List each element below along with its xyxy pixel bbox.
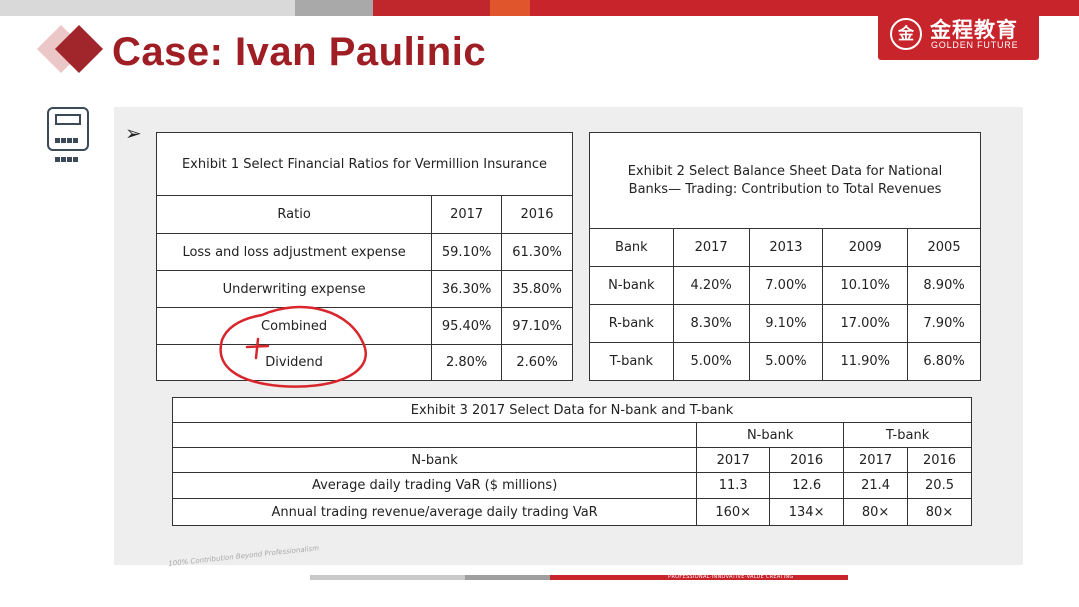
table-cell: 21.4: [843, 472, 909, 499]
table-header: 2016: [769, 447, 845, 473]
table-cell: Underwriting expense: [155, 270, 433, 308]
table-cell: Combined: [155, 307, 433, 345]
golden-future-logo: 金 金程教育 GOLDEN FUTURE: [878, 10, 1039, 60]
table-row: T-bank 5.00% 5.00% 11.90% 6.80%: [589, 342, 981, 381]
table-header: N-bank: [696, 422, 845, 448]
table-cell: 36.30%: [431, 270, 503, 308]
table-cell: 134×: [769, 498, 845, 526]
table-cell: 61.30%: [501, 233, 573, 271]
table-cell: 11.3: [696, 472, 771, 499]
table-cell: 4.20%: [672, 266, 750, 305]
table-header: 2013: [748, 228, 824, 267]
footer-color-bar: [310, 575, 848, 580]
table-row: Underwriting expense 36.30% 35.80%: [155, 270, 573, 308]
table-cell: 5.00%: [748, 342, 824, 381]
footer-tagline: PROFESSIONAL·INNOVATIVE·VALUE CREATING: [668, 574, 794, 580]
table-header: Ratio: [155, 195, 433, 234]
table-cell: 5.00%: [672, 342, 750, 381]
exhibit-1-caption: Exhibit 1 Select Financial Ratios for Ve…: [156, 132, 573, 196]
exhibit-1-table: Exhibit 1 Select Financial Ratios for Ve…: [155, 132, 573, 381]
exhibit-2-table: Exhibit 2 Select Balance Sheet Data for …: [589, 132, 981, 381]
table-cell: 7.00%: [748, 266, 824, 305]
table-cell: Loss and loss adjustment expense: [155, 233, 433, 271]
table-cell: 17.00%: [822, 304, 909, 343]
table-row: Dividend 2.80% 2.60%: [155, 344, 573, 381]
table-header: 2005: [907, 228, 981, 267]
calculator-icon: [47, 107, 89, 162]
pointer-arrow-icon: ➢: [125, 121, 142, 145]
table-row: N-bank 4.20% 7.00% 10.10% 8.90%: [589, 266, 981, 305]
table-cell: 12.6: [769, 472, 845, 499]
table-cell: 35.80%: [501, 270, 573, 308]
table-cell: R-bank: [589, 304, 674, 343]
table-cell: 95.40%: [431, 307, 503, 345]
table-header: 2017: [843, 447, 909, 473]
table-row: Combined 95.40% 97.10%: [155, 307, 573, 345]
table-cell: 9.10%: [748, 304, 824, 343]
table-header: 2017: [696, 447, 771, 473]
table-header: Bank: [589, 228, 674, 267]
table-header: N-bank: [171, 447, 698, 473]
table-header: 2016: [501, 195, 573, 234]
table-header: 2017: [672, 228, 750, 267]
table-header: 2009: [822, 228, 909, 267]
table-row: R-bank 8.30% 9.10% 17.00% 7.90%: [589, 304, 981, 343]
table-row: Average daily trading VaR ($ millions) 1…: [171, 472, 972, 499]
table-cell: 160×: [696, 498, 771, 526]
table-cell: T-bank: [589, 342, 674, 381]
table-header: 2017: [431, 195, 503, 234]
table-cell: Annual trading revenue/average daily tra…: [171, 498, 698, 526]
table-header: 2016: [907, 447, 972, 473]
logo-english-text: GOLDEN FUTURE: [931, 40, 1019, 50]
table-cell: 80×: [907, 498, 972, 526]
table-cell: 2.60%: [501, 344, 573, 381]
logo-chinese-text: 金程教育: [930, 18, 1018, 42]
table-cell: 2.80%: [431, 344, 503, 381]
table-cell: N-bank: [589, 266, 674, 305]
table-cell: 10.10%: [822, 266, 909, 305]
table-cell: 59.10%: [431, 233, 503, 271]
table-cell: 7.90%: [907, 304, 981, 343]
page-title: Case: Ivan Paulinic: [112, 30, 487, 74]
exhibit-3-table: Exhibit 3 2017 Select Data for N-bank an…: [171, 397, 972, 526]
table-cell: 11.90%: [822, 342, 909, 381]
logo-mark-icon: 金: [890, 18, 922, 50]
table-cell: Dividend: [155, 344, 433, 381]
table-cell: 6.80%: [907, 342, 981, 381]
table-header: T-bank: [843, 422, 972, 448]
table-cell: 8.90%: [907, 266, 981, 305]
table-cell: [171, 422, 698, 448]
table-cell: 8.30%: [672, 304, 750, 343]
table-cell: 20.5: [907, 472, 972, 499]
exhibit-3-caption: Exhibit 3 2017 Select Data for N-bank an…: [172, 397, 972, 423]
table-cell: 80×: [843, 498, 909, 526]
table-cell: 97.10%: [501, 307, 573, 345]
table-row: Loss and loss adjustment expense 59.10% …: [155, 233, 573, 271]
exhibit-2-caption: Exhibit 2 Select Balance Sheet Data for …: [589, 132, 981, 229]
table-row: Annual trading revenue/average daily tra…: [171, 498, 972, 526]
table-cell: Average daily trading VaR ($ millions): [171, 472, 698, 499]
